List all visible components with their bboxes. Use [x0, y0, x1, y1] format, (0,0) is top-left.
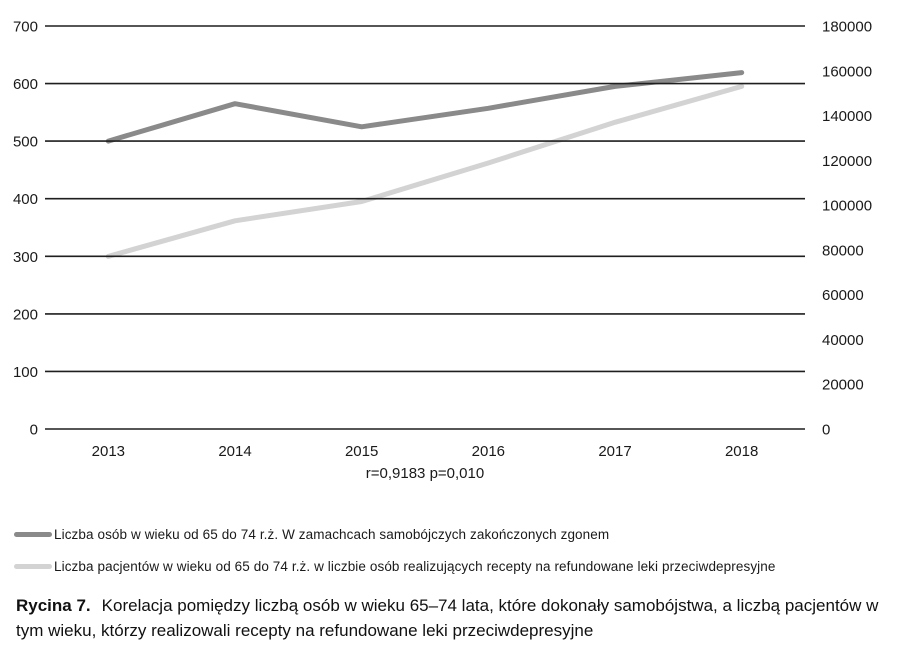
x-axis-label: 2016	[472, 443, 505, 460]
y-axis-left-tick-label: 300	[13, 249, 38, 266]
y-axis-left-tick-label: 0	[30, 422, 38, 439]
y-axis-left-tick-label: 600	[13, 76, 38, 93]
y-axis-right-tick-label: 120000	[822, 153, 872, 170]
x-axis-label: 2018	[725, 443, 758, 460]
legend-item-prescriptions: Liczba pacjentów w wieku od 65 do 74 r.ż…	[14, 551, 775, 581]
series-line-prescriptions	[105, 83, 745, 259]
y-axis-left-tick-label: 400	[13, 191, 38, 208]
legend-item-suicides: Liczba osób w wieku od 65 do 74 r.ż. W z…	[14, 519, 775, 549]
correlation-chart: 0 100 200 300 400 500 600 700 0 20000 40000 60000 80…	[13, 19, 872, 483]
x-axis-label: 2017	[598, 443, 631, 460]
figure-caption: Rycina 7. Korelacja pomiędzy liczbą osób …	[16, 594, 890, 643]
y-axis-right-tick-label: 80000	[822, 242, 864, 259]
y-axis-right-tick-label: 40000	[822, 332, 864, 349]
x-axis-label: 2015	[345, 443, 378, 460]
x-axis-label: 2013	[92, 443, 125, 460]
y-axis-left-tick-label: 500	[13, 134, 38, 151]
y-axis-right-tick-label: 0	[822, 422, 830, 439]
chart-legend: Liczba osób w wieku od 65 do 74 r.ż. W z…	[14, 519, 775, 581]
y-axis-right-tick-label: 140000	[822, 108, 872, 125]
legend-line-swatch-dark	[14, 531, 52, 537]
legend-label-suicides: Liczba osób w wieku od 65 do 74 r.ż. W z…	[54, 526, 610, 542]
figure-caption-text: Korelacja pomiędzy liczbą osób w wieku 6…	[16, 596, 879, 640]
x-axis-label: 2014	[218, 443, 251, 460]
figure-caption-label: Rycina 7.	[16, 596, 91, 615]
y-axis-right-tick-label: 60000	[822, 287, 864, 304]
y-axis-right-tick-label: 160000	[822, 63, 872, 80]
y-axis-right-tick-label: 180000	[822, 19, 872, 36]
y-axis-left-tick-label: 100	[13, 364, 38, 381]
legend-line-swatch-light	[14, 563, 52, 569]
y-axis-left-tick-label: 700	[13, 19, 38, 36]
y-axis-left-tick-label: 200	[13, 306, 38, 323]
y-axis-right-tick-label: 20000	[822, 377, 864, 394]
y-axis-right-tick-label: 100000	[822, 198, 872, 215]
legend-label-prescriptions: Liczba pacjentów w wieku od 65 do 74 r.ż…	[54, 558, 776, 574]
correlation-annotation: r=0,9183 p=0,010	[366, 465, 484, 482]
